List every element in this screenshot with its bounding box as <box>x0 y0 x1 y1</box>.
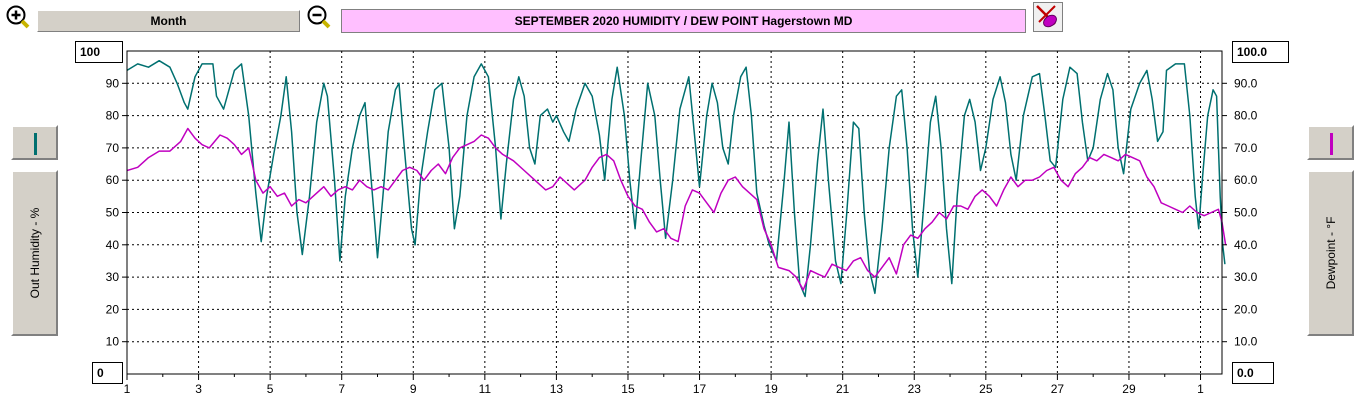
left-y-tick-label: 50 <box>106 206 120 220</box>
x-tick-label: 5 <box>267 382 274 396</box>
dewpoint-color-bar <box>1330 133 1333 155</box>
eraser-pencil-icon[interactable] <box>1033 2 1063 32</box>
chart-title: SEPTEMBER 2020 HUMIDITY / DEW POINT Hage… <box>341 9 1026 33</box>
left-top-value: 100 <box>75 41 123 63</box>
x-tick-label: 11 <box>479 382 492 396</box>
humidity-legend-swatch[interactable] <box>11 125 58 160</box>
dewpoint-legend-swatch[interactable] <box>1307 125 1354 160</box>
period-select-button[interactable]: Month <box>37 10 300 32</box>
x-tick-label: 19 <box>764 382 778 396</box>
left-y-tick-label: 80 <box>106 109 120 123</box>
x-tick-label: 3 <box>195 382 202 396</box>
x-tick-label: 13 <box>550 382 564 396</box>
left-axis-label-button[interactable]: Out Humidity - % <box>11 170 58 336</box>
x-tick-label: 15 <box>621 382 635 396</box>
x-tick-label: 1 <box>124 382 131 396</box>
right-bottom-value: 0.0 <box>1232 362 1274 384</box>
x-tick-label: 27 <box>1051 382 1065 396</box>
right-y-tick-label: 10.0 <box>1234 335 1258 349</box>
left-y-tick-label: 20 <box>106 302 120 316</box>
x-tick-label: 9 <box>410 382 417 396</box>
dewpoint-series-line <box>126 127 1227 291</box>
x-tick-label: 17 <box>693 382 707 396</box>
x-tick-label: 23 <box>908 382 922 396</box>
x-tick-label: 21 <box>836 382 850 396</box>
x-tick-label: 1 <box>1197 382 1204 396</box>
right-y-tick-label: 70.0 <box>1234 141 1258 155</box>
humidity-color-bar <box>34 133 37 155</box>
left-y-tick-label: 90 <box>106 76 120 90</box>
zoom-out-icon[interactable] <box>307 5 331 29</box>
humidity-series-line <box>126 59 1226 298</box>
left-bottom-value: 0 <box>92 362 123 384</box>
left-y-tick-label: 40 <box>106 238 120 252</box>
left-y-tick-label: 60 <box>106 173 120 187</box>
right-axis-label-button[interactable]: Dewpoint - °F <box>1307 170 1354 336</box>
right-y-tick-label: 30.0 <box>1234 270 1258 284</box>
left-y-tick-label: 30 <box>106 270 120 284</box>
x-tick-label: 7 <box>338 382 345 396</box>
right-y-tick-label: 60.0 <box>1234 173 1258 187</box>
right-y-tick-label: 40.0 <box>1234 238 1258 252</box>
left-y-tick-label: 70 <box>106 141 120 155</box>
left-y-tick-label: 10 <box>106 335 120 349</box>
right-y-tick-label: 90.0 <box>1234 76 1258 90</box>
x-tick-label: 29 <box>1122 382 1136 396</box>
zoom-in-icon[interactable] <box>6 5 30 29</box>
right-y-tick-label: 20.0 <box>1234 302 1258 316</box>
right-top-value: 100.0 <box>1232 41 1289 63</box>
right-y-tick-label: 80.0 <box>1234 109 1258 123</box>
right-y-tick-label: 50.0 <box>1234 206 1258 220</box>
x-tick-label: 25 <box>979 382 993 396</box>
